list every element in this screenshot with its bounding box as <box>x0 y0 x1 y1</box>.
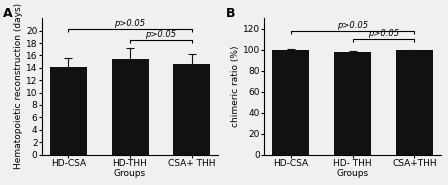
Text: A: A <box>3 7 13 21</box>
Y-axis label: chimeric ratio (%): chimeric ratio (%) <box>231 46 240 127</box>
Text: p>0.05: p>0.05 <box>146 30 177 39</box>
X-axis label: Groups: Groups <box>336 169 369 178</box>
Bar <box>50 67 87 154</box>
Bar <box>272 50 310 154</box>
X-axis label: Groups: Groups <box>114 169 146 178</box>
Text: p>0.05: p>0.05 <box>115 19 146 28</box>
Bar <box>334 52 371 154</box>
Bar <box>396 50 433 154</box>
Text: p>0.05: p>0.05 <box>337 21 368 30</box>
Y-axis label: Hematopoietic reconstruction (days): Hematopoietic reconstruction (days) <box>14 3 23 169</box>
Bar <box>173 63 211 154</box>
Text: p>0.05: p>0.05 <box>368 29 399 38</box>
Bar <box>112 59 149 154</box>
Text: B: B <box>225 7 235 21</box>
